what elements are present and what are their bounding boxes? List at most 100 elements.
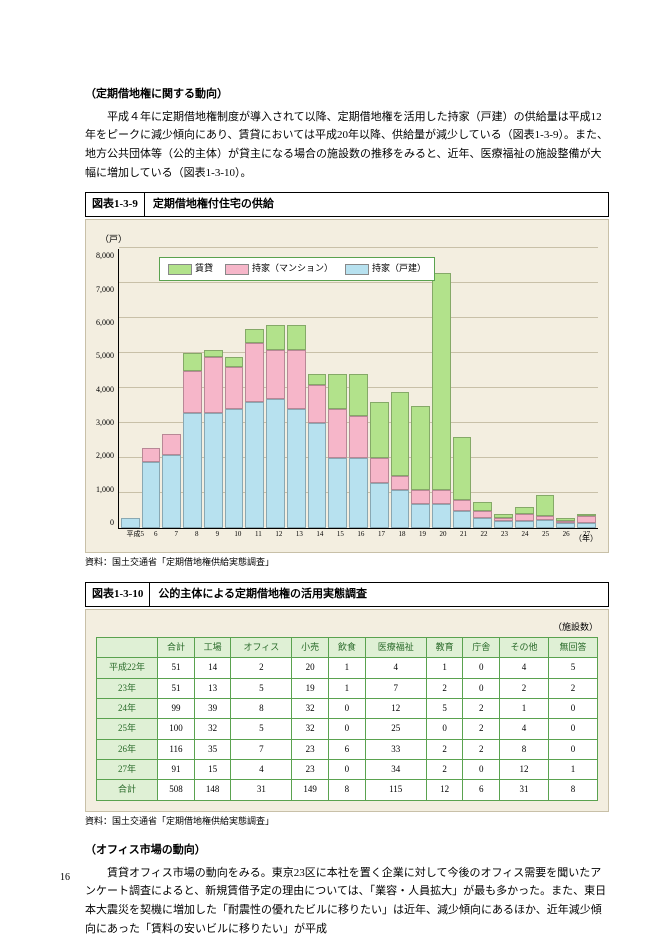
table-cell: 0 xyxy=(426,719,463,739)
table-header-cell: 工場 xyxy=(194,638,231,658)
x-tick-label: 21 xyxy=(454,529,473,541)
bar-column xyxy=(328,374,347,528)
data-table: 合計工場オフィス小売飲食医療福祉教育庁舎その他無回答平成22年511422014… xyxy=(96,637,598,800)
bar-column xyxy=(432,273,451,529)
bar-segment-detached xyxy=(577,523,596,528)
table-cell: 2 xyxy=(500,678,549,698)
table-cell: 32 xyxy=(292,699,329,719)
table-cell: 2 xyxy=(426,739,463,759)
table-cell: 51 xyxy=(158,678,195,698)
table-cell: 8 xyxy=(549,780,598,800)
x-tick-label: 14 xyxy=(311,529,330,541)
bar-segment-rental xyxy=(391,392,410,476)
table-row: 26年116357236332280 xyxy=(97,739,598,759)
x-tick-label: 22 xyxy=(475,529,494,541)
table-row: 平成22年5114220141045 xyxy=(97,658,598,678)
bar-segment-detached xyxy=(370,483,389,529)
table-header-cell xyxy=(97,638,158,658)
table-row-header: 平成22年 xyxy=(97,658,158,678)
table-cell: 13 xyxy=(194,678,231,698)
table-cell: 0 xyxy=(549,739,598,759)
table-row: 24年99398320125210 xyxy=(97,699,598,719)
table-cell: 8 xyxy=(328,780,365,800)
table-cell: 99 xyxy=(158,699,195,719)
table-header-cell: 教育 xyxy=(426,638,463,658)
bar-segment-rental xyxy=(308,374,327,385)
table-cell: 39 xyxy=(194,699,231,719)
table-header-cell: 小売 xyxy=(292,638,329,658)
table-cell: 23 xyxy=(292,739,329,759)
bar-segment-detached xyxy=(204,413,223,529)
bar-segment-rental xyxy=(287,325,306,350)
x-tick-label: 25 xyxy=(536,529,555,541)
x-tick-label: 9 xyxy=(208,529,227,541)
y-tick-label: 4,000 xyxy=(96,383,114,397)
legend-swatch xyxy=(168,264,192,275)
bar-segment-detached xyxy=(183,413,202,529)
bar-segment-rental xyxy=(266,325,285,350)
x-tick-label: 6 xyxy=(147,529,166,541)
bar-segment-detached xyxy=(515,521,534,528)
table-cell: 25 xyxy=(365,719,426,739)
bar-column xyxy=(411,406,430,529)
bar-segment-condo xyxy=(328,409,347,458)
table-cell: 33 xyxy=(365,739,426,759)
x-tick-label: 24 xyxy=(516,529,535,541)
table-cell: 8 xyxy=(500,739,549,759)
bar-column xyxy=(453,437,472,528)
chart-panel: （戸） 8,0007,0006,0005,0004,0003,0002,0001… xyxy=(85,219,609,553)
bar-segment-detached xyxy=(328,458,347,528)
table-cell: 51 xyxy=(158,658,195,678)
table-cell: 2 xyxy=(231,658,292,678)
bar-column xyxy=(515,507,534,528)
table-row-header: 24年 xyxy=(97,699,158,719)
bar-segment-detached xyxy=(121,518,140,529)
bar-segment-rental xyxy=(245,329,264,343)
legend-swatch xyxy=(345,264,369,275)
table-header-cell: 飲食 xyxy=(328,638,365,658)
table-unit-label: （施設数） xyxy=(96,620,598,635)
table-cell: 5 xyxy=(426,699,463,719)
table-cell: 116 xyxy=(158,739,195,759)
bar-segment-condo xyxy=(245,343,264,403)
x-tick-label: 12 xyxy=(270,529,289,541)
bar-column xyxy=(349,374,368,528)
table-cell: 5 xyxy=(231,678,292,698)
bar-segment-detached xyxy=(142,462,161,529)
table-cell: 5 xyxy=(549,658,598,678)
figure-1-3-9-title-bar: 図表1-3-9 定期借地権付住宅の供給 xyxy=(85,192,609,217)
chart-y-unit: （戸） xyxy=(100,232,598,247)
bar-segment-detached xyxy=(453,511,472,529)
table-cell: 1 xyxy=(426,658,463,678)
table-cell: 149 xyxy=(292,780,329,800)
table-cell: 2 xyxy=(463,739,500,759)
bar-column xyxy=(556,518,575,529)
x-tick-label: 20 xyxy=(434,529,453,541)
table-cell: 12 xyxy=(500,759,549,779)
table-row-header: 合計 xyxy=(97,780,158,800)
bar-column xyxy=(287,325,306,528)
bar-column xyxy=(225,357,244,529)
table-source-note: 資料：国土交通省「定期借地権供給実態調査」 xyxy=(85,814,609,829)
legend-item: 持家（マンション） xyxy=(225,261,333,276)
bar-segment-detached xyxy=(225,409,244,528)
x-tick-label: 26 xyxy=(557,529,576,541)
table-cell: 4 xyxy=(365,658,426,678)
table-header-cell: その他 xyxy=(500,638,549,658)
table-panel: （施設数） 合計工場オフィス小売飲食医療福祉教育庁舎その他無回答平成22年511… xyxy=(85,609,609,812)
bar-column xyxy=(121,518,140,529)
bar-segment-condo xyxy=(411,490,430,504)
table-cell: 508 xyxy=(158,780,195,800)
chart-y-axis: 8,0007,0006,0005,0004,0003,0002,0001,000… xyxy=(96,249,118,529)
table-header-cell: 医療福祉 xyxy=(365,638,426,658)
bar-segment-condo xyxy=(515,514,534,521)
table-cell: 14 xyxy=(194,658,231,678)
bar-segment-rental xyxy=(183,353,202,371)
legend-item: 持家（戸建） xyxy=(345,261,426,276)
table-cell: 148 xyxy=(194,780,231,800)
y-tick-label: 7,000 xyxy=(96,283,114,297)
bar-segment-detached xyxy=(411,504,430,529)
table-cell: 2 xyxy=(426,759,463,779)
bar-segment-condo xyxy=(183,371,202,413)
bar-segment-rental xyxy=(370,402,389,458)
